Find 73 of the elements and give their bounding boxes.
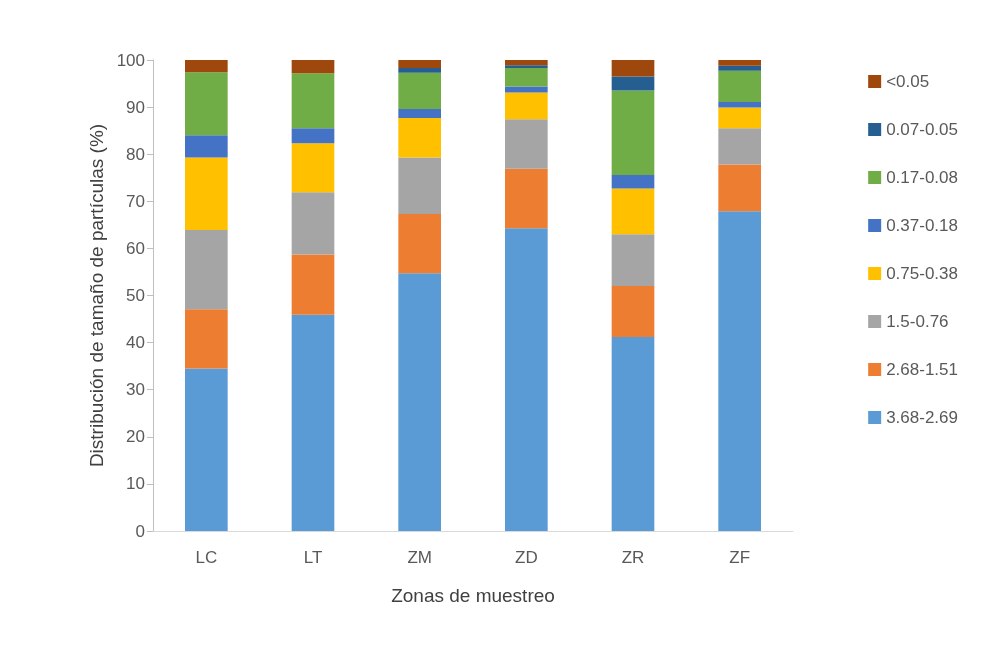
- legend-label: 0.17-0.08: [886, 168, 959, 187]
- bar: [398, 72, 441, 109]
- y-tick-label: 20: [126, 427, 145, 447]
- bar: [185, 135, 228, 158]
- legend-label: 2.68-1.51: [886, 360, 959, 379]
- bar: [398, 157, 441, 215]
- bar: [185, 309, 228, 369]
- bar: [718, 211, 761, 531]
- x-tick-label: ZF: [729, 548, 751, 567]
- x-tick-label: ZM: [407, 548, 432, 567]
- bar: [718, 164, 761, 212]
- x-tick-label: LT: [303, 548, 323, 567]
- x-axis-title: Zonas de muestreo: [391, 585, 555, 606]
- bar: [398, 60, 441, 69]
- bar: [611, 188, 655, 235]
- bar: [611, 174, 655, 189]
- bar: [505, 65, 548, 69]
- y-tick-label: 90: [126, 97, 145, 117]
- bar: [185, 157, 228, 231]
- y-tick-label: 10: [126, 474, 145, 494]
- y-tick-label: 80: [126, 144, 145, 164]
- bar: [611, 76, 655, 91]
- bar: [611, 336, 655, 531]
- bar: [505, 60, 548, 66]
- bar: [505, 86, 548, 93]
- y-tick-label: 60: [126, 238, 145, 258]
- bar: [398, 68, 441, 73]
- bar: [291, 60, 335, 74]
- bar: [611, 90, 655, 175]
- bar: [505, 168, 548, 229]
- bar: [398, 108, 441, 118]
- bar: [505, 92, 548, 120]
- bar: [291, 254, 335, 315]
- y-tick-label: 100: [116, 50, 145, 70]
- y-tick-label: 70: [126, 191, 145, 211]
- bar: [291, 128, 335, 144]
- bar: [718, 60, 761, 66]
- bar: [718, 107, 761, 129]
- bar: [505, 68, 548, 87]
- bar: [505, 228, 548, 531]
- bar: [611, 234, 655, 287]
- bar: [611, 60, 655, 77]
- bar: [185, 368, 228, 531]
- x-tick-label: ZR: [621, 548, 645, 567]
- bar: [291, 143, 335, 193]
- bar: [398, 214, 441, 274]
- bar: [291, 73, 335, 129]
- y-tick-label: 50: [126, 286, 145, 305]
- bar: [291, 192, 335, 255]
- bar: [611, 286, 655, 337]
- bar: [398, 273, 441, 531]
- legend-label: 0.37-0.18: [886, 216, 959, 235]
- x-tick-label: ZD: [515, 548, 538, 567]
- bar: [718, 128, 761, 165]
- legend-label: 0.07-0.05: [886, 120, 959, 139]
- bar: [185, 72, 228, 136]
- legend-label: 3.68-2.69: [886, 408, 959, 427]
- y-tick-label: 30: [126, 380, 145, 400]
- legend-label: 1.5-0.76: [886, 312, 949, 331]
- bar: [398, 117, 441, 158]
- legend-label: 0.75-0.38: [886, 264, 959, 283]
- y-tick-label: 40: [126, 333, 145, 353]
- bar: [718, 70, 761, 102]
- bar: [291, 314, 335, 531]
- bar: [185, 60, 228, 73]
- y-axis-title: Distribución de tamaño de partículas (%): [85, 123, 107, 468]
- x-tick-label: LC: [195, 548, 218, 567]
- y-tick-label: 0: [135, 521, 145, 541]
- legend-label: <0.05: [886, 72, 930, 91]
- bar: [718, 65, 761, 71]
- bar: [718, 101, 761, 108]
- bar: [185, 230, 228, 310]
- bar: [505, 119, 548, 169]
